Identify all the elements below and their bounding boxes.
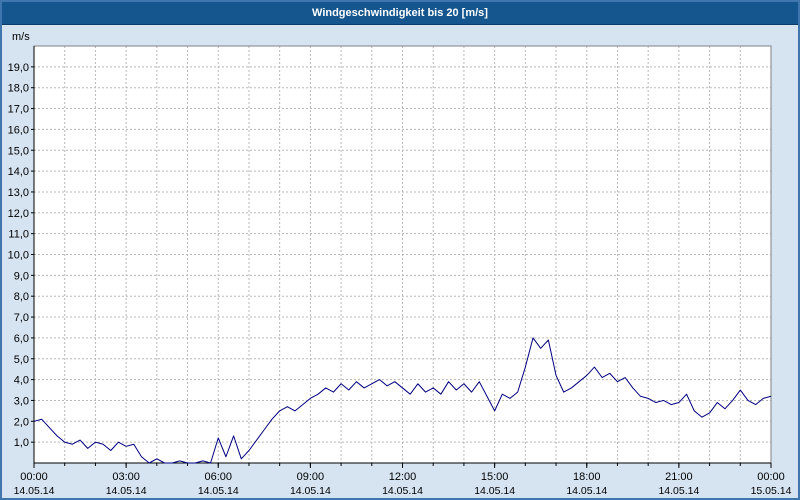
svg-text:14.05.14: 14.05.14	[658, 485, 699, 497]
svg-text:14,0: 14,0	[8, 166, 29, 178]
svg-text:10,0: 10,0	[8, 250, 29, 262]
svg-text:13,0: 13,0	[8, 187, 29, 199]
svg-text:m/s: m/s	[12, 31, 30, 43]
svg-text:19,0: 19,0	[8, 62, 29, 74]
svg-text:15.05.14: 15.05.14	[751, 485, 792, 497]
svg-text:12:00: 12:00	[389, 471, 417, 483]
svg-text:18:00: 18:00	[573, 471, 601, 483]
svg-text:17,0: 17,0	[8, 104, 29, 116]
svg-text:14.05.14: 14.05.14	[474, 485, 515, 497]
svg-text:14.05.14: 14.05.14	[382, 485, 423, 497]
svg-text:03:00: 03:00	[112, 471, 140, 483]
svg-text:00:00: 00:00	[757, 471, 785, 483]
svg-text:14.05.14: 14.05.14	[290, 485, 331, 497]
svg-text:14.05.14: 14.05.14	[14, 485, 55, 497]
svg-text:5,0: 5,0	[14, 354, 29, 366]
svg-text:14.05.14: 14.05.14	[566, 485, 607, 497]
svg-text:21:00: 21:00	[665, 471, 693, 483]
svg-text:7,0: 7,0	[14, 312, 29, 324]
chart-title-bar: Windgeschwindigkeit bis 20 [m/s]	[2, 2, 798, 25]
svg-text:6,0: 6,0	[14, 333, 29, 345]
svg-text:12,0: 12,0	[8, 208, 29, 220]
svg-text:8,0: 8,0	[14, 291, 29, 303]
chart-area: 1,0 2,0 3,0 4,0 5,0 6,0 7,0 8,0 9,0 10,0 11,0 12,0 1…	[2, 24, 798, 498]
svg-text:3,0: 3,0	[14, 395, 29, 407]
svg-text:14.05.14: 14.05.14	[106, 485, 147, 497]
chart-title: Windgeschwindigkeit bis 20 [m/s]	[312, 7, 488, 19]
svg-text:9,0: 9,0	[14, 270, 29, 282]
svg-text:06:00: 06:00	[204, 471, 232, 483]
svg-text:00:00: 00:00	[20, 471, 48, 483]
svg-text:18,0: 18,0	[8, 83, 29, 95]
svg-text:09:00: 09:00	[297, 471, 325, 483]
svg-text:4,0: 4,0	[14, 375, 29, 387]
svg-text:2,0: 2,0	[14, 416, 29, 428]
svg-text:14.05.14: 14.05.14	[198, 485, 239, 497]
svg-text:15:00: 15:00	[481, 471, 509, 483]
svg-text:11,0: 11,0	[8, 229, 29, 241]
wind-speed-chart: 1,0 2,0 3,0 4,0 5,0 6,0 7,0 8,0 9,0 10,0 11,0 12,0 1…	[8, 31, 792, 497]
svg-text:1,0: 1,0	[14, 437, 29, 449]
svg-text:16,0: 16,0	[8, 124, 29, 136]
svg-text:15,0: 15,0	[8, 145, 29, 157]
